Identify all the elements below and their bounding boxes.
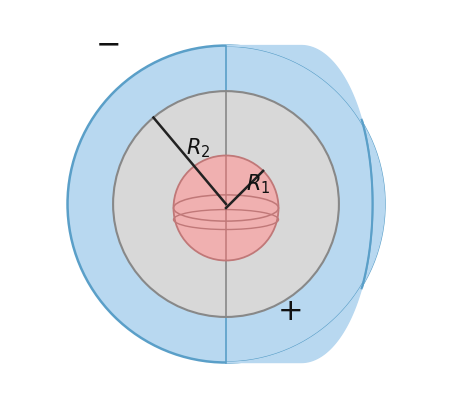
Text: $-$: $-$	[95, 29, 119, 58]
Text: $R_2$: $R_2$	[186, 137, 210, 161]
Circle shape	[67, 46, 384, 362]
Text: $+$: $+$	[276, 297, 301, 325]
Polygon shape	[226, 46, 384, 362]
Circle shape	[113, 91, 338, 317]
Text: $R_1$: $R_1$	[245, 172, 269, 196]
Circle shape	[173, 156, 278, 260]
